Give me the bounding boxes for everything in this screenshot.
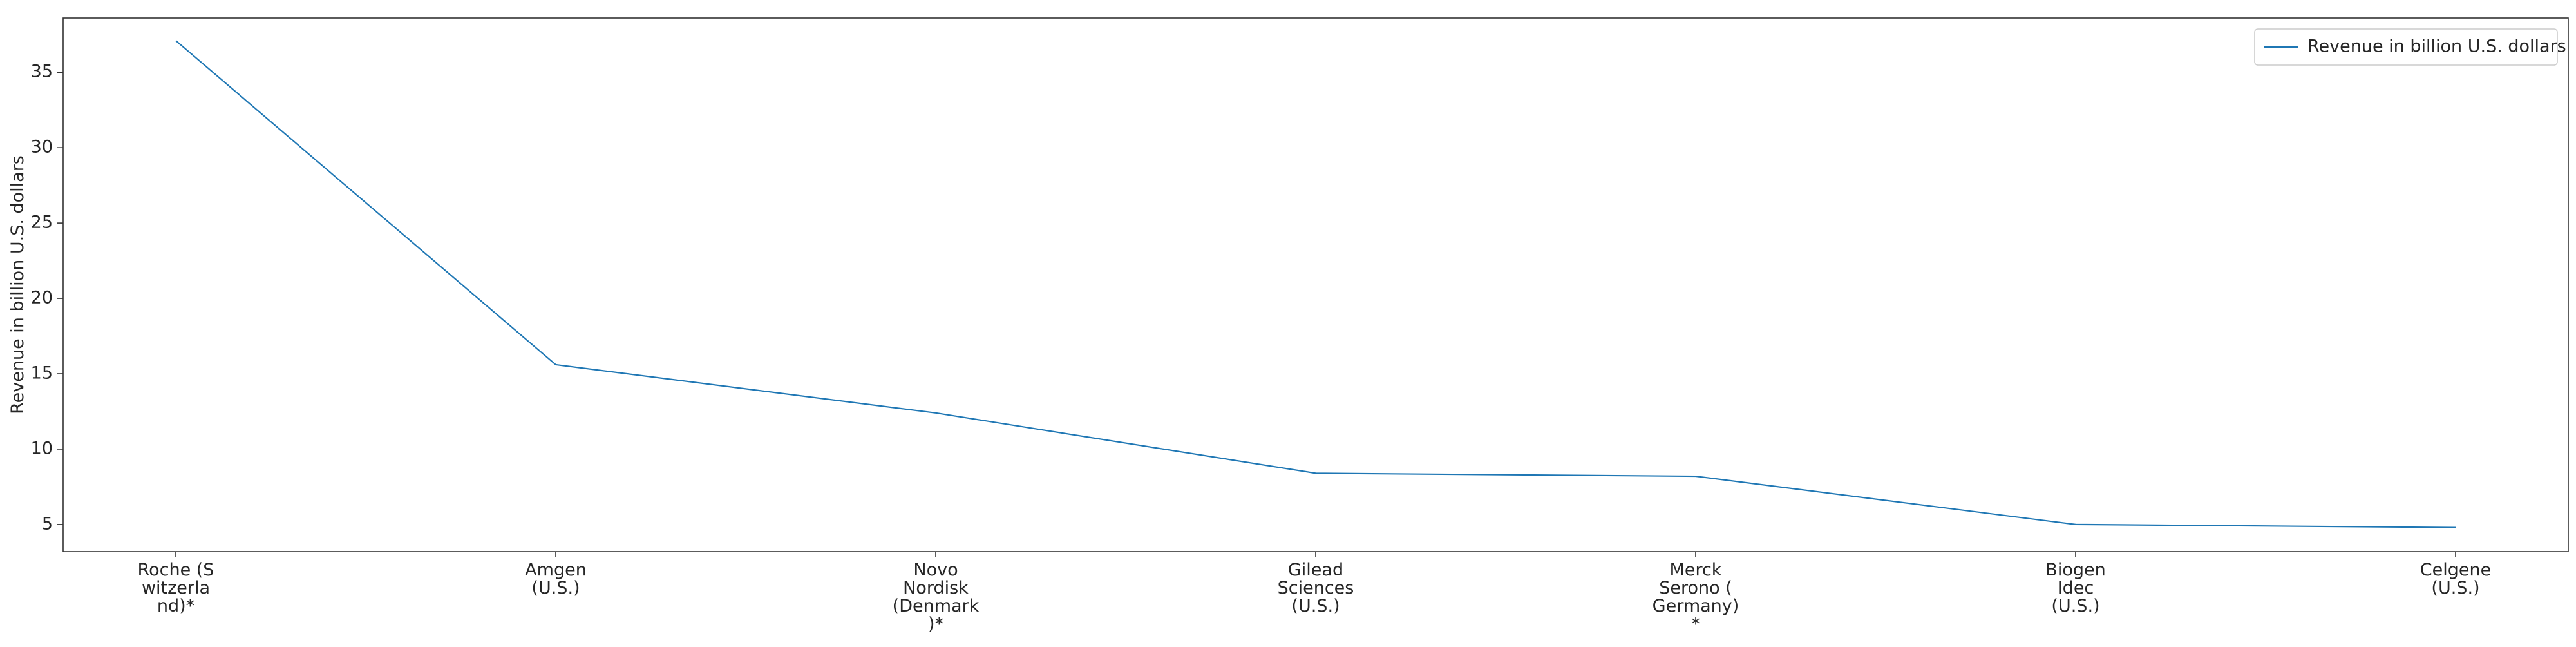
y-tick-label: 25 bbox=[31, 213, 53, 233]
x-tick-label: Amgen(U.S.) bbox=[525, 560, 587, 598]
legend-label: Revenue in billion U.S. dollars bbox=[2307, 37, 2566, 57]
x-tick-label-line: Gilead bbox=[1288, 560, 1343, 580]
x-tick-label-line: Germany) bbox=[1653, 596, 1739, 616]
y-tick-label: 35 bbox=[31, 62, 53, 82]
x-tick-label-line: Roche (S bbox=[138, 560, 214, 580]
x-tick-label-line: Nordisk bbox=[903, 578, 969, 598]
x-tick-label-line: Serono ( bbox=[1659, 578, 1732, 598]
y-tick-label: 10 bbox=[31, 438, 53, 458]
x-tick-label-line: )* bbox=[928, 614, 943, 634]
series-layer bbox=[176, 41, 2456, 528]
x-tick-label-line: Idec bbox=[2058, 578, 2094, 598]
x-tick-label-line: (U.S.) bbox=[2051, 596, 2099, 616]
x-tick-label-line: Biogen bbox=[2045, 560, 2105, 580]
x-tick-label-line: Sciences bbox=[1278, 578, 1354, 598]
x-tick-label-line: Novo bbox=[913, 560, 958, 580]
x-tick-label-line: (U.S.) bbox=[1291, 596, 1340, 616]
y-tick-label: 30 bbox=[31, 137, 53, 157]
x-tick-label-line: (U.S.) bbox=[2431, 578, 2479, 598]
x-tick-label-line: (U.S.) bbox=[531, 578, 580, 598]
y-tick-label: 5 bbox=[42, 514, 53, 534]
x-tick-label-line: (Denmark bbox=[893, 596, 980, 616]
y-axis-label: Revenue in billion U.S. dollars bbox=[8, 155, 28, 414]
plot-frame bbox=[63, 18, 2568, 552]
x-tick-label-line: Merck bbox=[1670, 560, 1722, 580]
y-tick-label: 20 bbox=[31, 288, 53, 308]
x-tick-label-line: witzerla bbox=[142, 578, 210, 598]
legend: Revenue in billion U.S. dollars bbox=[2255, 29, 2566, 65]
series-line-0 bbox=[176, 41, 2456, 527]
x-tick-label: Celgene(U.S.) bbox=[2420, 560, 2491, 598]
x-tick-label-line: nd)* bbox=[157, 596, 194, 616]
y-tick-label: 15 bbox=[31, 363, 53, 383]
x-tick-label-line: * bbox=[1691, 614, 1700, 634]
x-tick-label-line: Amgen bbox=[525, 560, 587, 580]
x-tick-label-line: Celgene bbox=[2420, 560, 2491, 580]
